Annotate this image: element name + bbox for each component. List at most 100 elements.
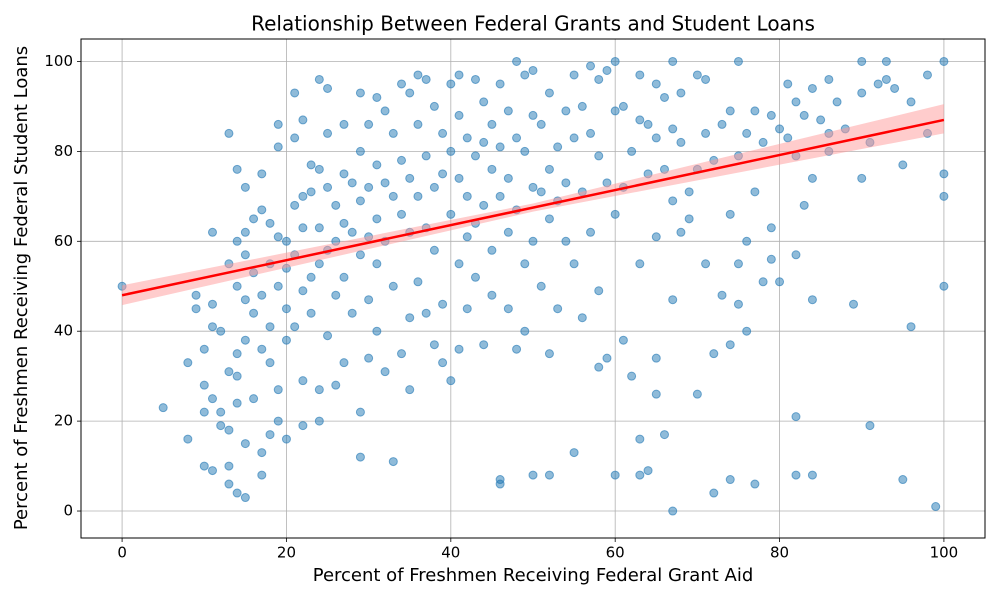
y-tick-label: 40 bbox=[54, 322, 73, 340]
scatter-point bbox=[766, 110, 776, 120]
scatter-point bbox=[290, 322, 300, 332]
scatter-point bbox=[183, 434, 193, 444]
scatter-point bbox=[273, 142, 283, 152]
scatter-point bbox=[643, 466, 653, 476]
scatter-point bbox=[364, 353, 374, 363]
scatter-point bbox=[372, 92, 382, 102]
scatter-point bbox=[594, 362, 604, 372]
scatter-point bbox=[512, 344, 522, 354]
scatter-point bbox=[577, 101, 587, 111]
scatter-point bbox=[643, 119, 653, 129]
scatter-point bbox=[405, 385, 415, 395]
scatter-point bbox=[783, 79, 793, 89]
scatter-point bbox=[314, 164, 324, 174]
scatter-point bbox=[881, 74, 891, 84]
scatter-point bbox=[429, 101, 439, 111]
scatter-point bbox=[438, 358, 448, 368]
scatter-point bbox=[240, 250, 250, 260]
scatter-point bbox=[668, 506, 678, 516]
scatter-point bbox=[232, 488, 242, 498]
scatter-point bbox=[364, 182, 374, 192]
scatter-point bbox=[766, 254, 776, 264]
scatter-point bbox=[372, 326, 382, 336]
scatter-point bbox=[224, 367, 234, 377]
scatter-point bbox=[388, 191, 398, 201]
scatter-point bbox=[257, 448, 267, 458]
scatter-point bbox=[323, 128, 333, 138]
scatter-point bbox=[314, 259, 324, 269]
scatter-point bbox=[454, 70, 464, 80]
scatter-point bbox=[429, 340, 439, 350]
scatter-point bbox=[438, 299, 448, 309]
scatter-point bbox=[659, 430, 669, 440]
scatter-point bbox=[306, 272, 316, 282]
scatter-point bbox=[528, 182, 538, 192]
scatter-point bbox=[807, 470, 817, 480]
scatter-point bbox=[249, 394, 259, 404]
scatter-point bbox=[298, 115, 308, 125]
scatter-point bbox=[668, 295, 678, 305]
scatter-point bbox=[273, 385, 283, 395]
scatter-point bbox=[323, 331, 333, 341]
scatter-point bbox=[257, 344, 267, 354]
scatter-point bbox=[865, 421, 875, 431]
scatter-point bbox=[232, 349, 242, 359]
scatter-point bbox=[339, 218, 349, 228]
scatter-point bbox=[462, 133, 472, 143]
scatter-point bbox=[857, 173, 867, 183]
scatter-point bbox=[207, 227, 217, 237]
scatter-point bbox=[487, 245, 497, 255]
scatter-point bbox=[668, 124, 678, 134]
scatter-point bbox=[232, 281, 242, 291]
scatter-point bbox=[446, 209, 456, 219]
scatter-point bbox=[429, 245, 439, 255]
scatter-point bbox=[446, 146, 456, 156]
scatter-point bbox=[347, 178, 357, 188]
scatter-point bbox=[791, 470, 801, 480]
scatter-point bbox=[479, 200, 489, 210]
scatter-point bbox=[717, 119, 727, 129]
scatter-point bbox=[906, 322, 916, 332]
scatter-point bbox=[355, 146, 365, 156]
scatter-point bbox=[355, 407, 365, 417]
scatter-point bbox=[561, 236, 571, 246]
scatter-point bbox=[750, 479, 760, 489]
scatter-point bbox=[207, 394, 217, 404]
x-tick-label: 100 bbox=[930, 544, 959, 562]
scatter-point bbox=[339, 119, 349, 129]
scatter-point bbox=[561, 106, 571, 116]
scatter-point bbox=[544, 164, 554, 174]
scatter-point bbox=[775, 124, 785, 134]
scatter-point bbox=[207, 322, 217, 332]
scatter-point bbox=[742, 236, 752, 246]
scatter-point bbox=[651, 389, 661, 399]
scatter-point bbox=[216, 407, 226, 417]
scatter-point bbox=[717, 290, 727, 300]
scatter-point bbox=[758, 277, 768, 287]
scatter-point bbox=[635, 434, 645, 444]
scatter-point bbox=[298, 223, 308, 233]
scatter-point bbox=[668, 196, 678, 206]
scatter-point bbox=[750, 187, 760, 197]
scatter-point bbox=[799, 200, 809, 210]
scatter-point bbox=[216, 421, 226, 431]
scatter-point bbox=[544, 349, 554, 359]
scatter-point bbox=[939, 281, 949, 291]
scatter-point bbox=[807, 83, 817, 93]
scatter-point bbox=[775, 277, 785, 287]
scatter-point bbox=[216, 326, 226, 336]
scatter-point bbox=[249, 308, 259, 318]
scatter-point bbox=[586, 227, 596, 237]
scatter-point bbox=[651, 133, 661, 143]
scatter-point bbox=[257, 205, 267, 215]
scatter-point bbox=[610, 106, 620, 116]
scatter-point bbox=[462, 232, 472, 242]
scatter-point bbox=[298, 191, 308, 201]
scatter-point bbox=[372, 160, 382, 170]
scatter-point bbox=[290, 88, 300, 98]
scatter-point bbox=[232, 236, 242, 246]
scatter-point bbox=[397, 155, 407, 165]
scatter-point bbox=[454, 173, 464, 183]
scatter-point bbox=[265, 358, 275, 368]
